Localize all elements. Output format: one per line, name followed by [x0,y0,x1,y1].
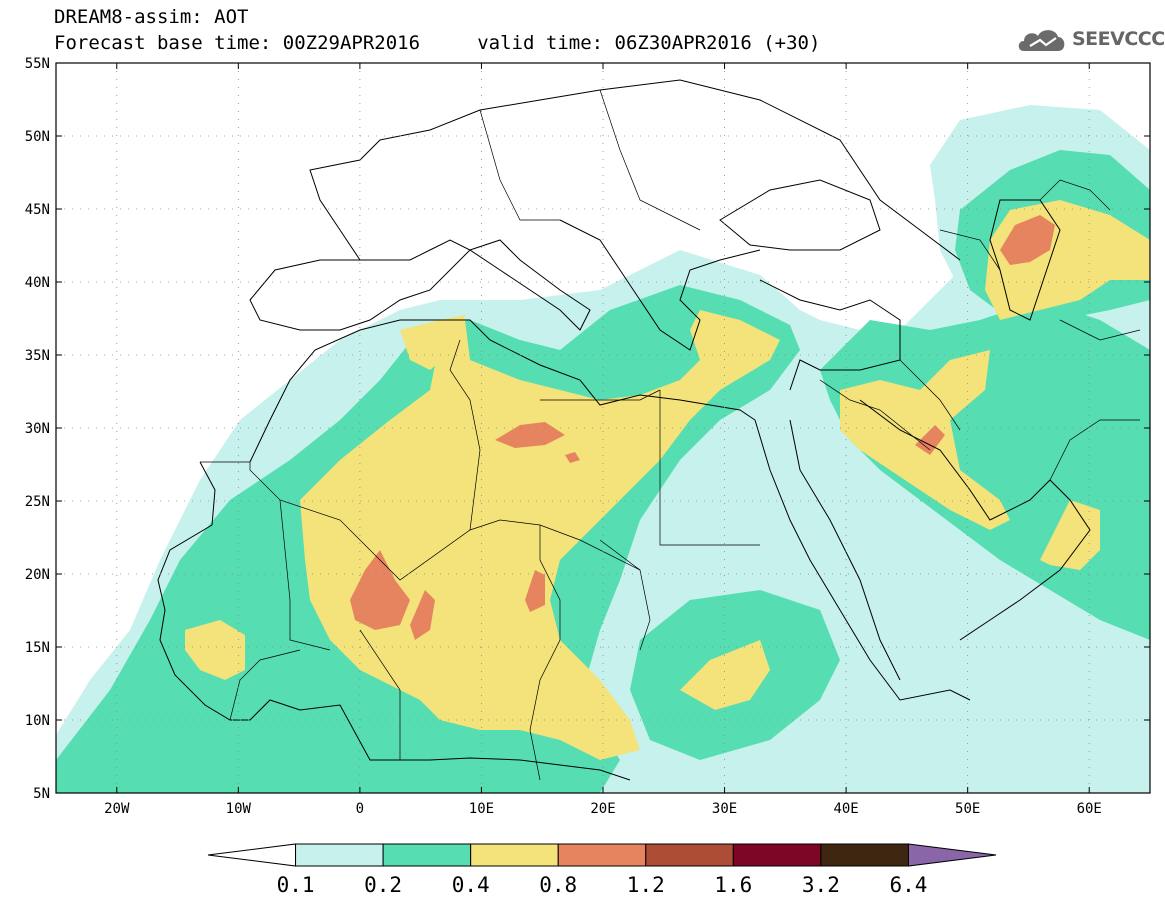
colorbar-swatch [732,843,822,867]
lat-tick-label: 15N [25,640,50,656]
lon-tick-label: 20W [104,801,130,817]
lat-tick-label: 20N [25,567,50,583]
colorbar-label: 1.2 [627,873,665,897]
lon-tick-label: 60E [1077,801,1102,817]
lat-tick-label: 40N [25,275,50,291]
colorbar-swatch [645,843,734,867]
lat-tick-label: 5N [33,786,50,802]
colorbar-label: 6.4 [889,873,927,897]
colorbar-label: 0.4 [452,873,490,897]
colorbar-arrow-low [207,843,297,867]
lon-tick-label: 0 [356,801,364,817]
aot-field [56,63,1150,793]
country-borders [200,89,1141,781]
lon-tick-label: 50E [955,801,980,817]
lat-tick-label: 55N [25,56,50,72]
coastlines [157,79,1091,781]
lat-tick-label: 35N [25,348,50,364]
colorbar-swatch [557,843,647,867]
lat-tick-label: 10N [25,713,50,729]
latitude-axis: 55N 50N 45N 40N 35N 30N 25N 20N 15N 10N 5N [25,56,1150,802]
logo-text: SEEVCCC [1072,28,1165,50]
lat-tick-label: 50N [25,129,50,145]
colorbar-label: 0.8 [539,873,577,897]
colorbar-label: 0.2 [364,873,402,897]
lat-tick-label: 25N [25,494,50,510]
lon-tick-label: 10E [469,801,494,817]
lon-tick-label: 20E [590,801,615,817]
aot-band-0.8 [350,215,1055,640]
colorbar-label: 1.6 [714,873,752,897]
colorbar: 0.1 0.2 0.4 0.8 1.2 1.6 3.2 6.4 [207,843,997,897]
lon-tick-label: 10W [226,801,252,817]
seevccc-logo: SEEVCCC [1016,24,1165,54]
colorbar-swatch [382,843,472,867]
map-title: DREAM8-assim: AOT [54,6,249,28]
colorbar-swatch [470,843,559,867]
colorbar-label: 0.1 [277,873,315,897]
lat-tick-label: 30N [25,421,50,437]
lat-tick-label: 45N [25,202,50,218]
lon-tick-label: 30E [712,801,737,817]
forecast-times: Forecast base time: 00Z29APR2016 valid t… [54,32,821,54]
colorbar-swatch [820,843,909,867]
graticule [56,63,1150,793]
colorbar-label: 3.2 [802,873,840,897]
cloud-icon [1018,30,1065,51]
longitude-axis: 20W 10W 0 10E 20E 30E 40E 50E 60E [104,63,1102,817]
colorbar-swatch [295,843,384,867]
colorbar-arrow-high [907,843,997,867]
lon-tick-label: 40E [833,801,858,817]
